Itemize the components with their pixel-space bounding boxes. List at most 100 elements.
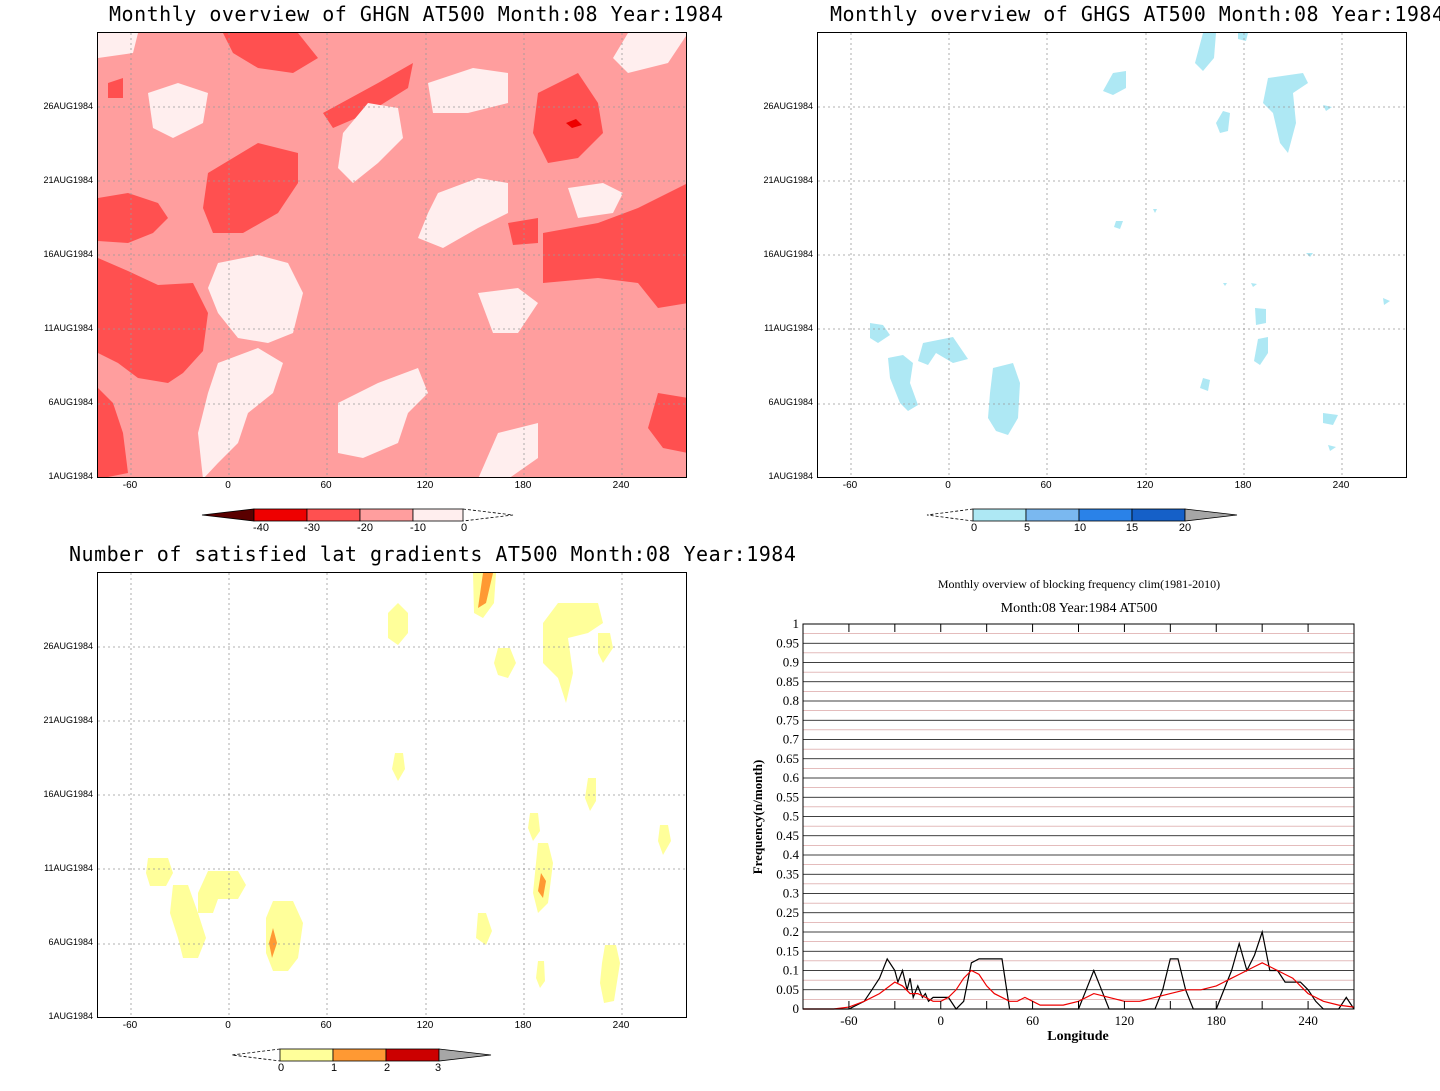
gradients-region bbox=[269, 928, 277, 958]
x-tick-label: 240 bbox=[1298, 1013, 1318, 1028]
gradients-ytick: 6AUG1984 bbox=[48, 937, 93, 947]
y-tick-label: 0.65 bbox=[776, 751, 799, 766]
y-tick-label: 0.4 bbox=[783, 847, 800, 862]
ghgn-light-region bbox=[338, 103, 403, 183]
gradients-xtick: -60 bbox=[122, 1020, 138, 1031]
ghgs-region bbox=[1254, 337, 1268, 365]
ghgn-xtick: 240 bbox=[612, 480, 630, 491]
gradients-region bbox=[600, 945, 620, 1003]
y-tick-label: 1 bbox=[793, 616, 800, 631]
ghgn-colorbar-label: -10 bbox=[410, 522, 426, 534]
ghgs-region bbox=[888, 355, 918, 411]
ghgn-light-region bbox=[428, 68, 508, 113]
y-tick-label: 0.7 bbox=[783, 732, 800, 747]
ghgn-dark-region bbox=[98, 258, 208, 383]
ghgs-colorbar-label: 0 bbox=[970, 522, 978, 534]
gradients-ytick: 26AUG1984 bbox=[43, 641, 93, 651]
ghgn-light-region bbox=[148, 83, 208, 138]
chart-ylabel: Frequency(n/month) bbox=[750, 760, 765, 875]
y-tick-label: 0.95 bbox=[776, 635, 799, 650]
gradients-xtick: 120 bbox=[416, 1020, 434, 1031]
ghgs-ytick: 16AUG1984 bbox=[763, 249, 813, 259]
ghgn-map bbox=[97, 32, 687, 478]
gradients-region bbox=[494, 648, 516, 678]
x-tick-label: 0 bbox=[938, 1013, 945, 1028]
ghgs-xtick: 240 bbox=[1332, 480, 1350, 491]
gradients-colorbar-label: 1 bbox=[330, 1062, 338, 1074]
y-tick-label: 0.75 bbox=[776, 712, 799, 727]
gradients-gridlines bbox=[98, 573, 686, 1017]
x-tick-label: 180 bbox=[1207, 1013, 1227, 1028]
ghgs-region bbox=[1103, 71, 1126, 95]
gradients-ytick: 16AUG1984 bbox=[43, 789, 93, 799]
gradients-xtick: 0 bbox=[225, 1020, 231, 1031]
gradients-colorbar-label: 0 bbox=[277, 1062, 285, 1074]
ghgn-ytick: 26AUG1984 bbox=[43, 101, 93, 111]
y-tick-label: 0 bbox=[793, 1001, 800, 1016]
ghgn-colorbar-label: -40 bbox=[253, 522, 269, 534]
ghgs-region bbox=[1255, 308, 1266, 325]
ghgn-dark-region bbox=[223, 33, 318, 73]
y-tick-label: 0.2 bbox=[783, 924, 799, 939]
ghgs-region bbox=[1328, 445, 1336, 451]
ghgn-light-region bbox=[568, 183, 623, 218]
ghgn-dark-region bbox=[98, 388, 128, 477]
frequency-chart: Monthly overview of blocking frequency c… bbox=[750, 577, 1355, 1044]
ghgn-darkest-spot bbox=[566, 119, 582, 128]
gradients-region bbox=[536, 961, 545, 988]
ghgn-light-region bbox=[98, 33, 138, 58]
gradients-xtick: 60 bbox=[320, 1020, 332, 1031]
ghgs-map bbox=[817, 32, 1407, 478]
ghgn-colorbar-label: -20 bbox=[357, 522, 373, 534]
ghgs-colorbar-label: 15 bbox=[1125, 522, 1139, 534]
x-tick-label: 60 bbox=[1026, 1013, 1039, 1028]
y-tick-label: 0.1 bbox=[783, 963, 799, 978]
ghgs-colorbar-label: 20 bbox=[1178, 522, 1192, 534]
ghgn-ytick: 1AUG1984 bbox=[48, 471, 93, 481]
ghgs-region bbox=[988, 363, 1020, 435]
gradients-xtick: 180 bbox=[514, 1020, 532, 1031]
gradients-level2-regions bbox=[269, 573, 546, 958]
ghgn-dark-region bbox=[203, 143, 298, 233]
ghgn-dark-region bbox=[108, 78, 123, 98]
ghgs-ytick: 21AUG1984 bbox=[763, 175, 813, 185]
gradients-xtick: 240 bbox=[612, 1020, 630, 1031]
ghgs-xtick: 60 bbox=[1040, 480, 1052, 491]
ghgn-light-region bbox=[198, 348, 283, 477]
y-tick-label: 0.6 bbox=[783, 770, 800, 785]
ghgn-colorbar bbox=[201, 508, 514, 522]
y-tick-label: 0.05 bbox=[776, 982, 799, 997]
ghgs-xtick: 120 bbox=[1136, 480, 1154, 491]
gradients-region bbox=[170, 885, 206, 958]
gradients-contours bbox=[98, 573, 686, 1017]
ghgn-xtick: 0 bbox=[225, 480, 231, 491]
ghgn-ytick: 21AUG1984 bbox=[43, 175, 93, 185]
gradients-region bbox=[266, 901, 303, 971]
ghgn-light-region bbox=[478, 423, 538, 477]
ghgn-dark-region bbox=[508, 218, 538, 245]
gradients-map bbox=[97, 572, 687, 1018]
ghgn-light-region bbox=[418, 178, 508, 248]
chart-title: Monthly overview of blocking frequency c… bbox=[938, 577, 1220, 591]
chart-gridlines bbox=[803, 623, 1354, 1010]
y-tick-label: 0.55 bbox=[776, 789, 799, 804]
ghgn-dark-region bbox=[543, 184, 686, 308]
ghgs-colorbar-label: 5 bbox=[1023, 522, 1031, 534]
y-tick-label: 0.35 bbox=[776, 866, 799, 881]
y-tick-label: 0.5 bbox=[783, 809, 799, 824]
ghgn-xtick: 60 bbox=[320, 480, 332, 491]
y-tick-label: 0.9 bbox=[783, 655, 799, 670]
gradients-ytick: 21AUG1984 bbox=[43, 715, 93, 725]
ghgn-dark-region bbox=[648, 393, 686, 453]
gradients-region bbox=[528, 813, 540, 841]
ghgs-region bbox=[1238, 33, 1248, 41]
gradients-region bbox=[198, 871, 246, 913]
ghgs-region bbox=[1383, 298, 1390, 305]
y-tick-label: 0.3 bbox=[783, 886, 799, 901]
ghgn-gridlines bbox=[98, 33, 686, 477]
chart-xlabel: Longitude bbox=[1047, 1029, 1108, 1044]
gradients-region bbox=[538, 873, 546, 898]
ghgs-regions bbox=[870, 33, 1390, 451]
ghgn-dark-region bbox=[323, 63, 413, 128]
gradients-region bbox=[476, 913, 492, 945]
